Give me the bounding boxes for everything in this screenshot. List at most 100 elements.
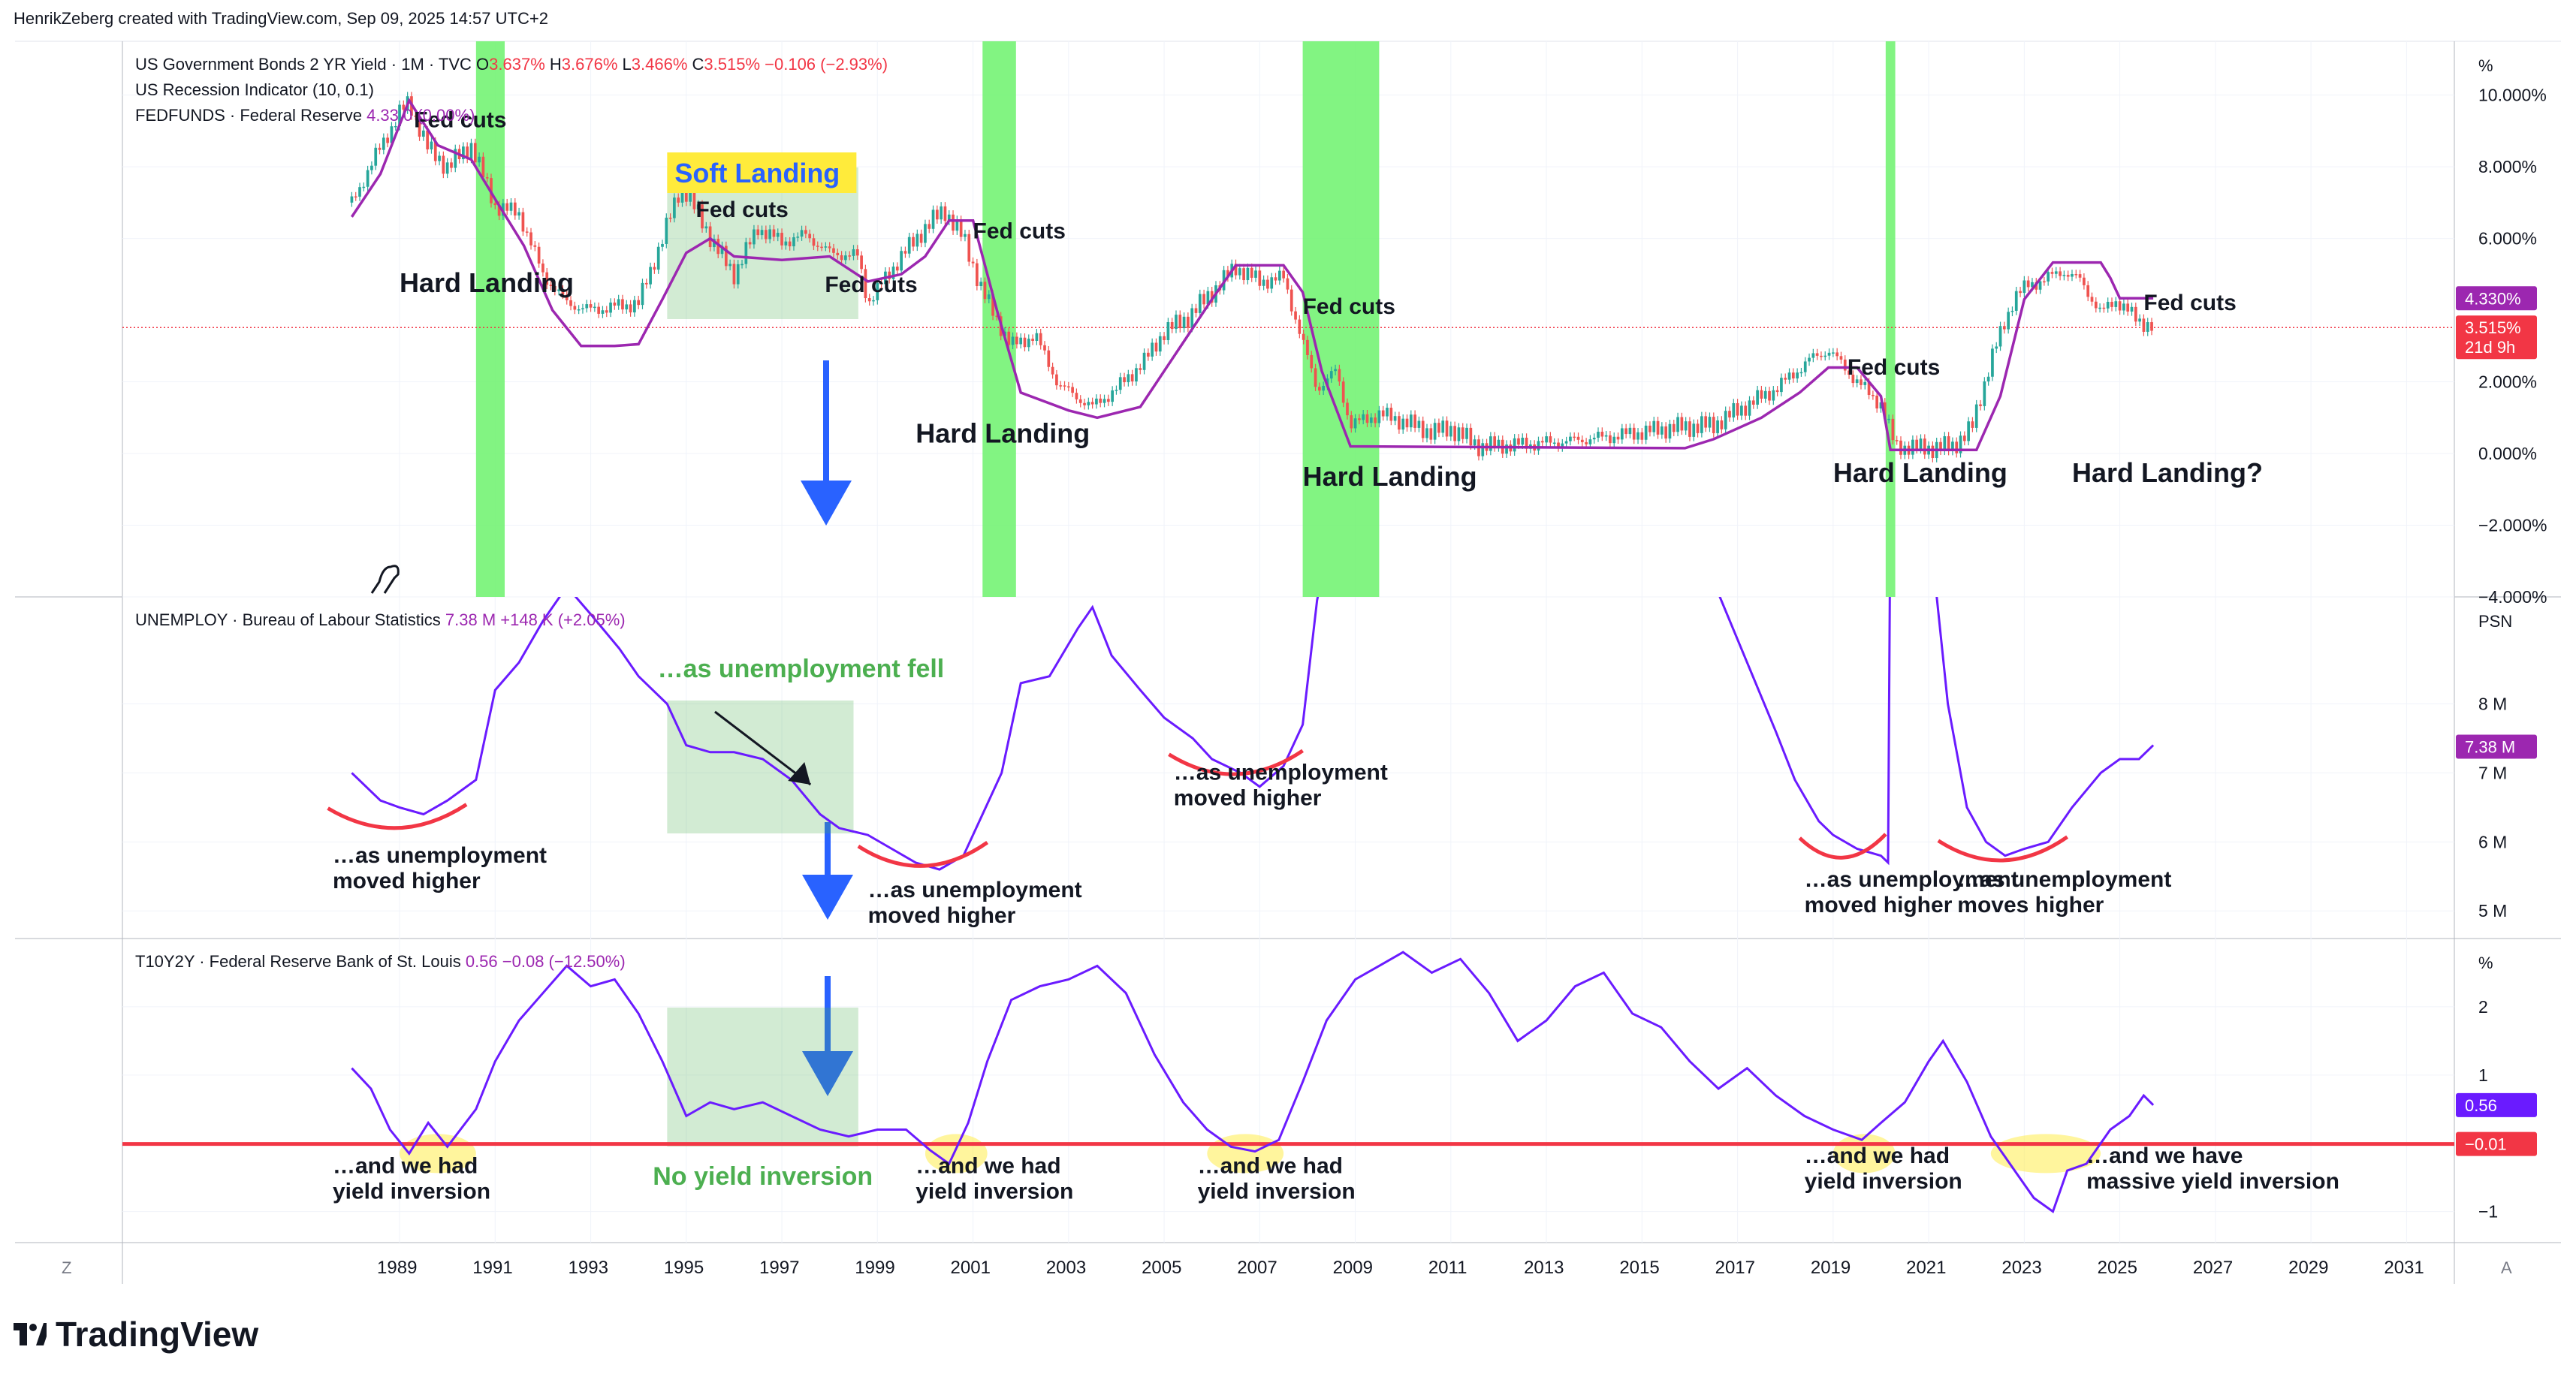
x-tick-label: 2017 xyxy=(1715,1258,1755,1278)
candle-body xyxy=(792,237,795,247)
candle-body xyxy=(1071,387,1074,393)
candle-body xyxy=(426,130,430,149)
price-label-bg xyxy=(2456,1092,2537,1117)
candle-body xyxy=(1334,369,1337,372)
x-tick-label: 2007 xyxy=(1237,1258,1277,1278)
candle-body xyxy=(1270,277,1274,289)
candle-body xyxy=(1708,417,1712,428)
zoom-button: Z xyxy=(62,1258,71,1277)
candle-body xyxy=(1763,390,1767,399)
candle-body xyxy=(959,219,963,237)
candle-body xyxy=(1389,408,1393,421)
x-tick-label: 2029 xyxy=(2288,1258,2328,1278)
candle-body xyxy=(1851,375,1855,384)
candle-body xyxy=(1341,381,1345,403)
candle-body xyxy=(1748,400,1751,416)
candle-body xyxy=(1915,439,1919,450)
candle-body xyxy=(2114,301,2118,307)
candle-body xyxy=(867,298,871,302)
x-tick-label: 2025 xyxy=(2098,1258,2137,1278)
candle-body xyxy=(1381,410,1385,417)
candle-body xyxy=(1039,333,1042,345)
unemployment-annotation: …as unemployment xyxy=(333,843,547,868)
candle-body xyxy=(454,149,457,168)
price-label: 7.38 M xyxy=(2465,737,2515,756)
candle-body xyxy=(629,304,632,313)
candle-body xyxy=(964,234,967,237)
candle-body xyxy=(1740,405,1743,416)
candle-body xyxy=(2078,274,2082,278)
candle-body xyxy=(816,246,819,247)
candle-body xyxy=(976,263,979,286)
candle-body xyxy=(708,226,712,248)
axis-unit: % xyxy=(2478,954,2493,972)
candle-body xyxy=(824,246,828,248)
candle-body xyxy=(557,289,560,291)
fell-zone xyxy=(667,701,854,833)
candle-body xyxy=(1118,377,1122,390)
candle-body xyxy=(872,300,875,302)
x-tick-label: 1989 xyxy=(377,1258,417,1278)
candle-body xyxy=(924,224,927,243)
legend-part: 3.515% −0.106 (−2.93%) xyxy=(704,55,888,74)
candle-body xyxy=(1481,443,1485,456)
candle-body xyxy=(378,147,382,150)
price-label: 3.515% xyxy=(2465,318,2521,337)
candle-body xyxy=(1353,418,1357,429)
candle-body xyxy=(1083,402,1086,405)
candle-body xyxy=(1377,410,1381,423)
candle-body xyxy=(354,196,357,198)
candle-body xyxy=(701,204,704,229)
candle-body xyxy=(1784,378,1787,380)
legend-part: 4.33 0 (0.00%) xyxy=(366,106,475,125)
red-smile xyxy=(1168,749,1304,776)
candle-body xyxy=(1198,294,1202,313)
candle-body xyxy=(1246,267,1250,281)
candle-body xyxy=(1457,427,1461,441)
candle-body xyxy=(1537,441,1540,451)
candle-body xyxy=(1835,352,1839,357)
dino-icon xyxy=(370,565,400,594)
candle-body xyxy=(1505,444,1508,454)
candle-body xyxy=(1588,439,1592,444)
candle-body xyxy=(1234,264,1238,276)
candle-body xyxy=(1808,357,1811,362)
candle-body xyxy=(1190,308,1194,328)
candle-body xyxy=(1787,372,1791,380)
candle-body xyxy=(1449,426,1452,437)
auto-scale-button: A xyxy=(2501,1258,2512,1277)
candle-body xyxy=(1111,390,1114,402)
candle-body xyxy=(1043,345,1046,351)
candle-body xyxy=(1329,371,1333,379)
y-tick-label: −2.000% xyxy=(2478,516,2547,535)
candle-body xyxy=(1860,379,1863,385)
candle-body xyxy=(1226,270,1229,278)
candle-body xyxy=(876,282,879,300)
candle-body xyxy=(1744,405,1748,416)
candle-body xyxy=(1521,437,1525,445)
fed-cuts-label: Fed cuts xyxy=(1848,355,1940,380)
candle-body xyxy=(983,282,987,300)
candle-body xyxy=(1194,308,1198,313)
candle-body xyxy=(1724,411,1727,429)
price-label: −0.01 xyxy=(2465,1135,2507,1154)
candle-body xyxy=(1815,353,1819,356)
candle-body xyxy=(1803,361,1807,372)
candle-body xyxy=(2074,273,2078,276)
candle-body xyxy=(1115,390,1118,391)
candle-body xyxy=(1955,441,1959,453)
candle-body xyxy=(2043,281,2046,283)
candle-body xyxy=(680,184,684,203)
red-smile xyxy=(1937,835,2069,863)
candle-body xyxy=(1664,426,1668,439)
candle-body xyxy=(2106,302,2110,309)
candle-body xyxy=(1923,438,1926,455)
x-tick-label: 2023 xyxy=(2001,1258,2041,1278)
price-label-bg xyxy=(2456,315,2537,360)
candle-body xyxy=(1437,423,1440,433)
candle-body xyxy=(879,282,883,285)
candle-body xyxy=(1612,436,1616,444)
x-tick-label: 1995 xyxy=(664,1258,704,1278)
candle-body xyxy=(840,255,843,261)
